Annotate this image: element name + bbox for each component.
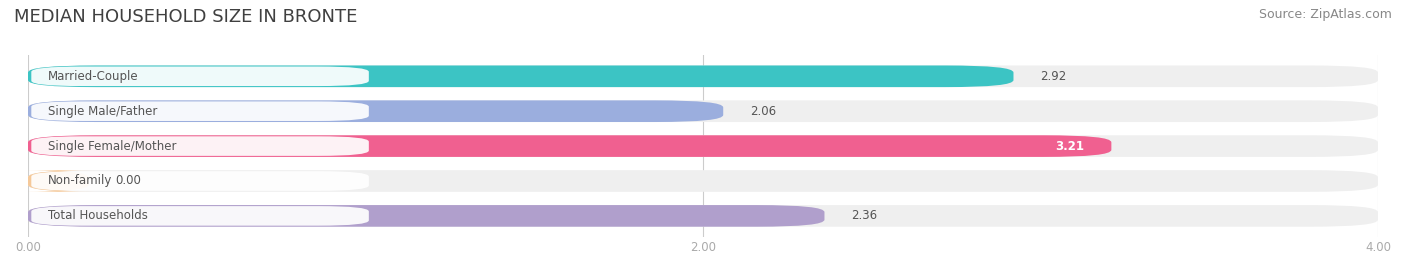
FancyBboxPatch shape xyxy=(28,100,1378,122)
FancyBboxPatch shape xyxy=(28,170,1378,192)
Text: 2.36: 2.36 xyxy=(852,209,877,222)
FancyBboxPatch shape xyxy=(28,65,1378,87)
FancyBboxPatch shape xyxy=(31,136,368,156)
Text: Total Households: Total Households xyxy=(48,209,148,222)
FancyBboxPatch shape xyxy=(28,100,723,122)
FancyBboxPatch shape xyxy=(31,206,368,226)
Text: Source: ZipAtlas.com: Source: ZipAtlas.com xyxy=(1258,8,1392,21)
Text: 0.00: 0.00 xyxy=(115,175,142,187)
Text: Single Female/Mother: Single Female/Mother xyxy=(48,140,177,153)
Text: 2.06: 2.06 xyxy=(751,105,776,118)
FancyBboxPatch shape xyxy=(31,171,368,191)
FancyBboxPatch shape xyxy=(21,170,96,192)
Text: 3.21: 3.21 xyxy=(1056,140,1084,153)
FancyBboxPatch shape xyxy=(28,205,824,227)
Text: MEDIAN HOUSEHOLD SIZE IN BRONTE: MEDIAN HOUSEHOLD SIZE IN BRONTE xyxy=(14,8,357,26)
FancyBboxPatch shape xyxy=(28,205,1378,227)
Text: Non-family: Non-family xyxy=(48,175,112,187)
Text: 2.92: 2.92 xyxy=(1040,70,1067,83)
FancyBboxPatch shape xyxy=(31,101,368,121)
FancyBboxPatch shape xyxy=(31,66,368,86)
FancyBboxPatch shape xyxy=(28,135,1378,157)
Text: Married-Couple: Married-Couple xyxy=(48,70,139,83)
FancyBboxPatch shape xyxy=(28,135,1111,157)
FancyBboxPatch shape xyxy=(28,65,1014,87)
Text: Single Male/Father: Single Male/Father xyxy=(48,105,157,118)
